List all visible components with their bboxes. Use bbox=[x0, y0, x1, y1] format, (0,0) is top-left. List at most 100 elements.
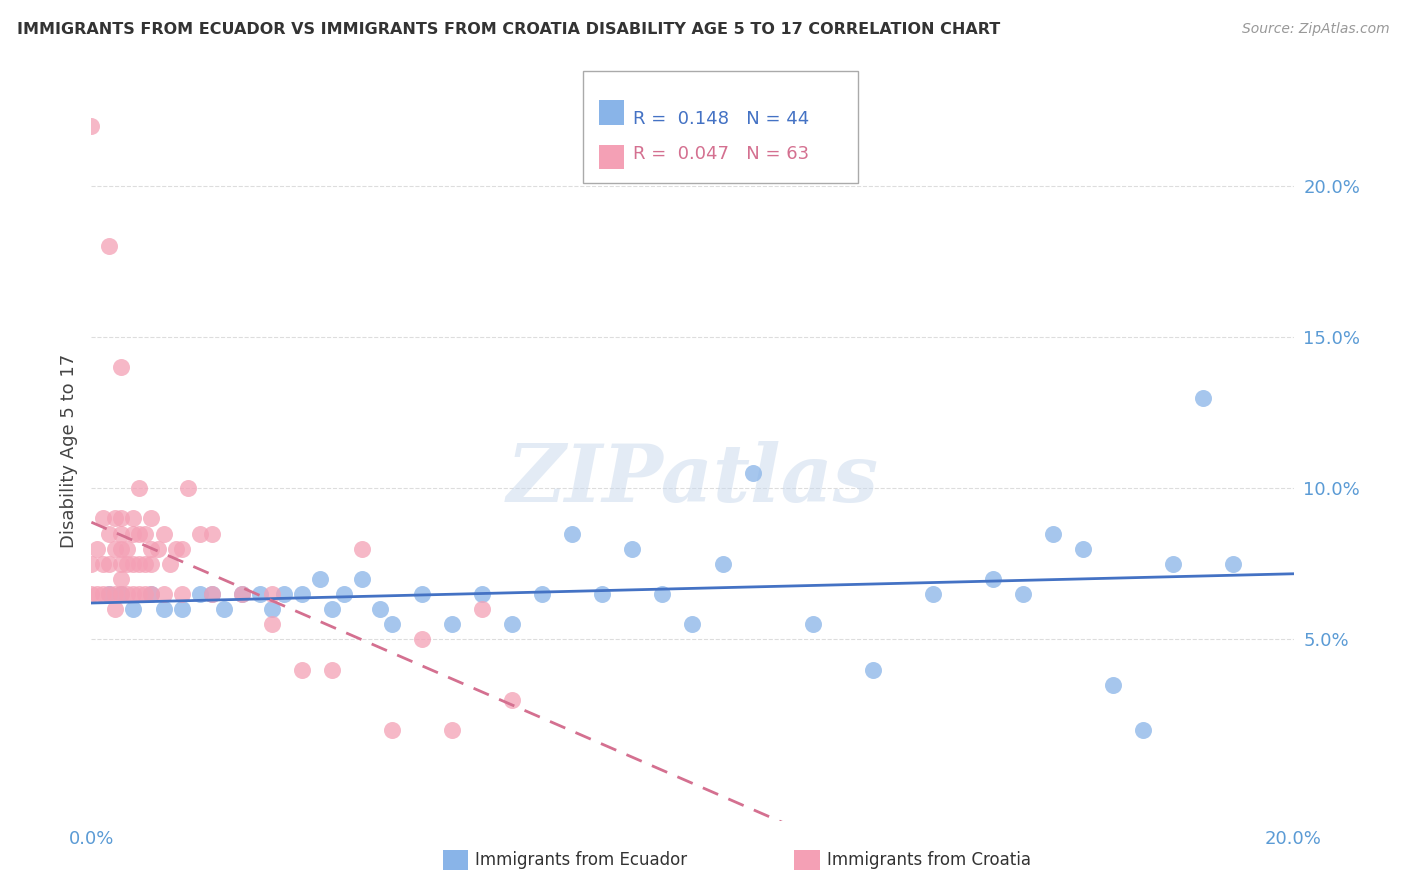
Point bbox=[651, 587, 673, 601]
Point bbox=[80, 587, 103, 601]
Point bbox=[110, 572, 132, 586]
Point bbox=[122, 602, 145, 616]
Point bbox=[152, 587, 174, 601]
Point bbox=[141, 511, 163, 525]
Point bbox=[110, 511, 132, 525]
Point bbox=[80, 119, 103, 133]
Point bbox=[141, 541, 163, 556]
Point bbox=[122, 526, 145, 541]
Point bbox=[201, 526, 224, 541]
Point bbox=[308, 572, 330, 586]
Point bbox=[260, 602, 283, 616]
Point bbox=[621, 541, 644, 556]
Point bbox=[122, 557, 145, 571]
Point bbox=[141, 587, 163, 601]
Point bbox=[141, 557, 163, 571]
Point bbox=[1132, 723, 1154, 737]
Point bbox=[98, 526, 121, 541]
Point bbox=[128, 526, 150, 541]
Text: ZIPatlas: ZIPatlas bbox=[506, 442, 879, 519]
Point bbox=[260, 617, 283, 632]
Point bbox=[1222, 557, 1244, 571]
Point bbox=[231, 587, 253, 601]
Point bbox=[110, 587, 132, 601]
Point bbox=[134, 557, 156, 571]
Point bbox=[134, 526, 156, 541]
Text: R =  0.047   N = 63: R = 0.047 N = 63 bbox=[633, 145, 808, 162]
Point bbox=[117, 541, 139, 556]
Point bbox=[591, 587, 613, 601]
Point bbox=[741, 466, 763, 480]
Point bbox=[80, 557, 103, 571]
Point bbox=[1161, 557, 1184, 571]
Point bbox=[117, 557, 139, 571]
Point bbox=[561, 526, 583, 541]
Point bbox=[531, 587, 554, 601]
Point bbox=[368, 602, 391, 616]
Point bbox=[381, 617, 404, 632]
Point bbox=[104, 541, 127, 556]
Point bbox=[159, 557, 181, 571]
Point bbox=[122, 511, 145, 525]
Point bbox=[98, 587, 121, 601]
Point bbox=[350, 541, 373, 556]
Point bbox=[104, 587, 127, 601]
Point bbox=[711, 557, 734, 571]
Point bbox=[1042, 526, 1064, 541]
Point bbox=[333, 587, 356, 601]
Point bbox=[110, 360, 132, 375]
Point bbox=[98, 557, 121, 571]
Point bbox=[201, 587, 224, 601]
Point bbox=[86, 587, 108, 601]
Point bbox=[188, 587, 211, 601]
Point bbox=[1192, 391, 1215, 405]
Point bbox=[176, 481, 198, 495]
Point bbox=[681, 617, 703, 632]
Point bbox=[350, 572, 373, 586]
Y-axis label: Disability Age 5 to 17: Disability Age 5 to 17 bbox=[59, 353, 77, 548]
Point bbox=[98, 239, 121, 253]
Text: R =  0.148   N = 44: R = 0.148 N = 44 bbox=[633, 110, 808, 128]
Text: Immigrants from Ecuador: Immigrants from Ecuador bbox=[475, 851, 688, 869]
Point bbox=[93, 511, 115, 525]
Point bbox=[134, 587, 156, 601]
Point bbox=[93, 557, 115, 571]
Point bbox=[501, 692, 523, 706]
Point bbox=[291, 587, 314, 601]
Point bbox=[1102, 678, 1125, 692]
Point bbox=[249, 587, 271, 601]
Point bbox=[273, 587, 295, 601]
Point bbox=[141, 587, 163, 601]
Point bbox=[440, 723, 463, 737]
Point bbox=[260, 587, 283, 601]
Point bbox=[471, 602, 494, 616]
Point bbox=[110, 526, 132, 541]
Point bbox=[165, 541, 187, 556]
Point bbox=[231, 587, 253, 601]
Point bbox=[152, 526, 174, 541]
Point bbox=[381, 723, 404, 737]
Point bbox=[110, 557, 132, 571]
Point bbox=[801, 617, 824, 632]
Text: Source: ZipAtlas.com: Source: ZipAtlas.com bbox=[1241, 22, 1389, 37]
Point bbox=[471, 587, 494, 601]
Point bbox=[291, 663, 314, 677]
Point bbox=[117, 587, 139, 601]
Point bbox=[1012, 587, 1035, 601]
Text: Immigrants from Croatia: Immigrants from Croatia bbox=[827, 851, 1031, 869]
Point bbox=[188, 526, 211, 541]
Point bbox=[110, 541, 132, 556]
Point bbox=[321, 663, 343, 677]
Point bbox=[104, 602, 127, 616]
Point bbox=[128, 587, 150, 601]
Point bbox=[411, 587, 433, 601]
Point bbox=[440, 617, 463, 632]
Point bbox=[862, 663, 884, 677]
Point bbox=[128, 481, 150, 495]
Point bbox=[93, 587, 115, 601]
Point bbox=[321, 602, 343, 616]
Point bbox=[201, 587, 224, 601]
Point bbox=[128, 557, 150, 571]
Point bbox=[98, 587, 121, 601]
Point bbox=[1071, 541, 1094, 556]
